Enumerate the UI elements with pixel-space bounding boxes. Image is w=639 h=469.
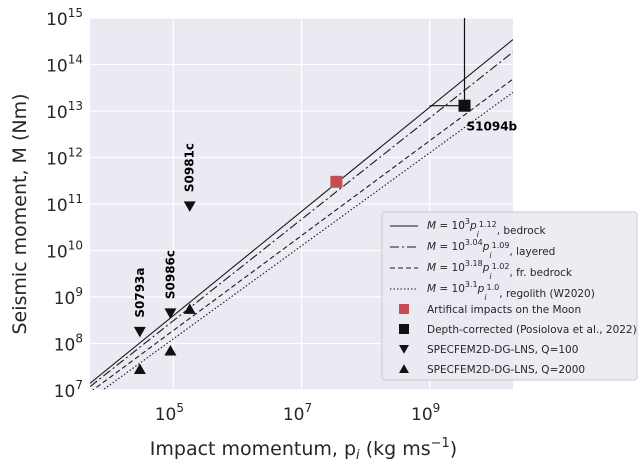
- legend-entry: SPECFEM2D-DG-LNS, Q=100: [427, 344, 578, 356]
- legend-marker-triangle-up: [399, 364, 409, 373]
- y-tick-label: 1015: [46, 6, 83, 30]
- y-tick-label: 109: [54, 285, 83, 309]
- x-tick-label: 105: [155, 401, 184, 425]
- legend-entry: M = 103pi1.12, bedrock: [427, 217, 546, 239]
- grid: [90, 17, 513, 391]
- legend-entry: M = 103.04pi1.09, layered: [427, 238, 555, 260]
- point-label: S0793a: [133, 267, 147, 317]
- marker-triangle-up: [183, 303, 196, 314]
- legend-marker-square: [399, 324, 409, 334]
- marker-triangle-up: [133, 363, 146, 375]
- fit-lines: [90, 39, 513, 390]
- point-label: S1094b: [467, 120, 518, 134]
- marker-triangle-down: [133, 326, 146, 338]
- y-tick-labels: 107 108 109 1010 1011 1012 1013 1014 1015: [46, 6, 83, 402]
- fit-line-bedrock: [90, 39, 513, 384]
- y-tick-label: 108: [54, 332, 83, 356]
- point-label: S0986c: [163, 250, 177, 299]
- y-tick-label: 1014: [46, 53, 83, 77]
- legend-marker-square: [399, 304, 409, 314]
- y-axis-label: Seismic moment, M (Nm): [9, 93, 31, 334]
- marker-triangle-down: [164, 308, 177, 319]
- point-label: S0981c: [183, 143, 197, 192]
- legend-entry: M = 103.18pi1.02, fr. bedrock: [427, 259, 573, 281]
- x-tick-label: 107: [283, 401, 312, 425]
- marker-triangle-down: [183, 201, 196, 212]
- fit-line-layered: [90, 51, 513, 388]
- x-tick-label: 109: [411, 401, 440, 425]
- x-axis-label: Impact momentum, pi (kg ms−1): [150, 436, 457, 463]
- y-tick-label: 1011: [46, 192, 83, 216]
- y-tick-label: 107: [54, 378, 83, 402]
- legend-entry: SPECFEM2D-DG-LNS, Q=2000: [427, 364, 585, 376]
- marker-triangle-up: [164, 345, 177, 356]
- marker-square: [458, 99, 471, 112]
- legend-box: [381, 211, 638, 381]
- y-tick-label: 1010: [46, 239, 83, 263]
- point-annotations: S1094b S0793a S0986c S0981c: [133, 120, 518, 318]
- data-markers: [133, 18, 471, 375]
- legend-entry: Depth-corrected (Posiolova et al., 2022): [427, 324, 637, 336]
- y-tick-label: 1012: [46, 146, 83, 170]
- marker-square: [330, 175, 343, 188]
- legend-marker-triangle-down: [399, 345, 409, 354]
- x-tick-labels: 105 107 109: [155, 401, 441, 425]
- legend-entry: M = 103.1pi1.0, regolith (W2020): [427, 280, 595, 302]
- y-tick-label: 1013: [46, 99, 83, 123]
- legend-entry: Artifical impacts on the Moon: [427, 304, 581, 316]
